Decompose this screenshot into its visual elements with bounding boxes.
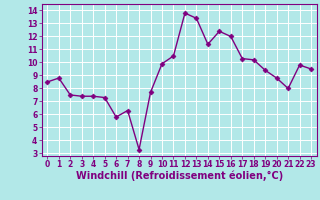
- X-axis label: Windchill (Refroidissement éolien,°C): Windchill (Refroidissement éolien,°C): [76, 171, 283, 181]
